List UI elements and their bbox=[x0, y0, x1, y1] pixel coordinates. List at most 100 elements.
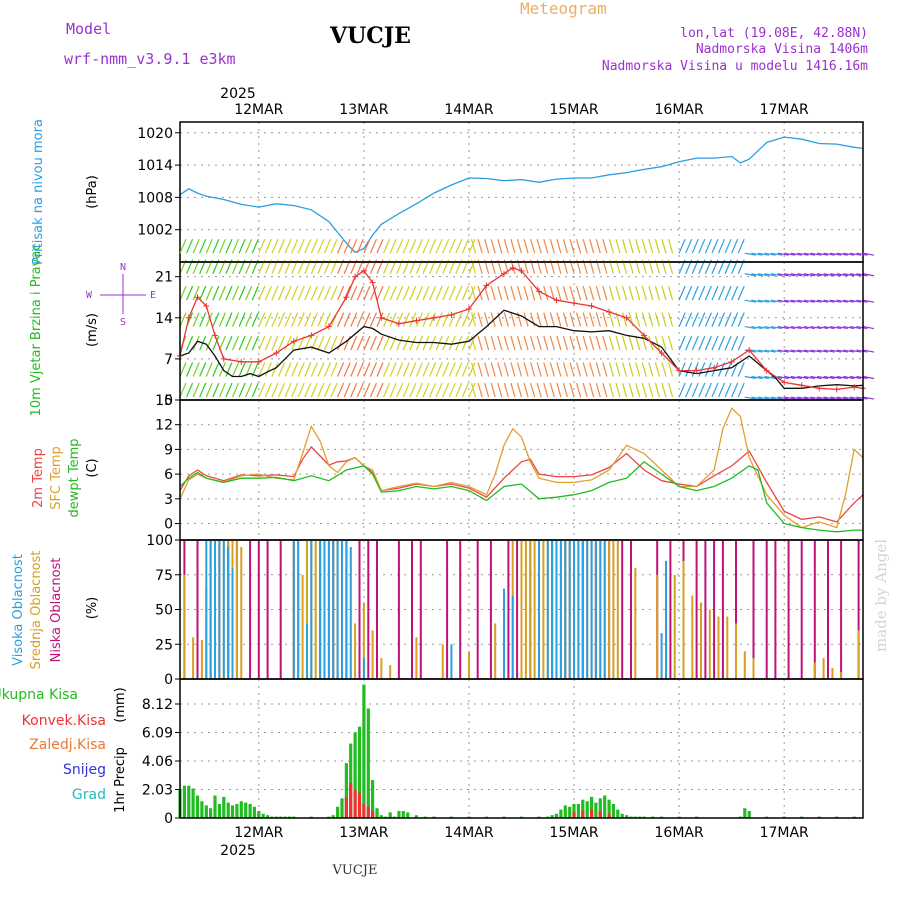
clouds-bar-visoka bbox=[362, 658, 365, 679]
wind-arrow bbox=[284, 312, 292, 327]
wind-arrow bbox=[856, 326, 868, 330]
clouds-bar-visoka bbox=[336, 540, 339, 679]
wind-arrow bbox=[843, 299, 855, 303]
clouds-bar-visoka bbox=[209, 540, 212, 679]
clouds-bar-visoka bbox=[511, 595, 514, 679]
wind-arrow bbox=[435, 362, 443, 377]
precip-bar-ukupna-kisa bbox=[620, 813, 624, 818]
wind-arrow bbox=[523, 312, 529, 327]
wind-arrow bbox=[536, 335, 542, 351]
wind-arrow bbox=[777, 349, 789, 353]
wind-arrow bbox=[297, 312, 305, 327]
clouds-bar-srednja bbox=[542, 540, 545, 679]
clouds-bar-visoka bbox=[341, 540, 343, 679]
clouds-bar-visoka bbox=[297, 540, 300, 679]
wind-arrow bbox=[549, 382, 555, 398]
wind-arrow bbox=[330, 238, 338, 254]
wind-arrow bbox=[615, 382, 621, 398]
wind-arrow bbox=[641, 382, 647, 398]
wind-arrow bbox=[582, 312, 588, 327]
wind-arrow bbox=[422, 285, 430, 301]
wind-arrow bbox=[468, 335, 476, 351]
legend-total-rain: Ukupna Kisa bbox=[0, 687, 78, 703]
wind-arrow bbox=[205, 382, 213, 398]
wind-arrow bbox=[284, 238, 292, 254]
wind-arrow bbox=[790, 299, 802, 303]
wind-arrow bbox=[803, 299, 816, 303]
wind-arrow bbox=[284, 362, 292, 377]
wind-arrow bbox=[343, 285, 351, 301]
wind-arrow bbox=[448, 285, 456, 301]
wind-arrow bbox=[731, 382, 739, 398]
wind-arrow bbox=[595, 382, 601, 398]
wind-arrow bbox=[369, 335, 378, 351]
precip-bar-ukupna-kisa bbox=[195, 795, 200, 818]
wind-arrow bbox=[691, 238, 699, 254]
precip-bar-konvek-kisa bbox=[607, 813, 611, 818]
wind-arrow bbox=[648, 362, 654, 377]
wind-arrow bbox=[757, 252, 770, 256]
wind-arrow bbox=[218, 285, 226, 301]
wind-arrow bbox=[744, 299, 756, 303]
footer-location: VUCJE bbox=[332, 863, 378, 878]
clouds-bar-srednja bbox=[389, 665, 392, 679]
wind-arrow bbox=[258, 335, 266, 351]
wind-arrow bbox=[856, 349, 868, 353]
wind-arrow bbox=[323, 382, 332, 398]
bottom-year-label: 2025 bbox=[220, 843, 256, 859]
wind-arrow bbox=[770, 252, 783, 256]
wind-arrow bbox=[790, 326, 802, 330]
wind-frame bbox=[179, 261, 864, 401]
clouds-bar-srednja bbox=[183, 574, 186, 680]
wind-arrow bbox=[803, 375, 816, 380]
wind-arrow bbox=[543, 312, 549, 327]
wind-arrow bbox=[777, 326, 789, 330]
wind-arrow bbox=[724, 238, 732, 254]
clouds-bar-srednja bbox=[752, 658, 755, 679]
wind-arrow bbox=[271, 382, 279, 398]
wind-arrow bbox=[698, 285, 706, 301]
wind-arrow bbox=[264, 362, 272, 377]
wind-arrow bbox=[245, 312, 253, 327]
pressure-frame bbox=[179, 121, 864, 263]
precip-bar-konvek-kisa bbox=[371, 811, 375, 818]
wind-arrow bbox=[409, 335, 417, 351]
wind-arrow bbox=[737, 285, 745, 301]
wind-arrow bbox=[415, 362, 423, 377]
wind-arrow bbox=[468, 312, 476, 327]
high-cloud-ylabel: Visoka Oblacnost bbox=[11, 554, 26, 666]
wind-arrow bbox=[661, 362, 667, 377]
wind-arrow bbox=[484, 286, 490, 301]
precip-bar-ukupna-kisa bbox=[182, 785, 186, 818]
wind-arrow bbox=[442, 238, 450, 254]
wind-arrow bbox=[810, 396, 822, 400]
clouds-bar-niska bbox=[411, 540, 413, 679]
precip-bar-ukupna-kisa bbox=[572, 804, 576, 818]
wind-arrow bbox=[402, 335, 410, 351]
wind-arrow bbox=[258, 312, 266, 327]
wind-arrow bbox=[549, 362, 555, 377]
wind-arrow bbox=[654, 335, 660, 351]
wind-arrow bbox=[582, 286, 588, 301]
wind-arrow bbox=[562, 286, 569, 301]
watermark: made by Angel bbox=[872, 539, 890, 652]
wind-arrow bbox=[448, 238, 456, 254]
wind-arrow bbox=[751, 252, 763, 256]
wind-arrow bbox=[790, 273, 802, 277]
wind-arrow bbox=[277, 362, 286, 377]
wind-arrow bbox=[849, 326, 861, 330]
wind-arrow bbox=[536, 312, 542, 327]
pressure-ytick-label: 1020 bbox=[137, 126, 173, 142]
wind-arrow bbox=[317, 285, 325, 301]
wind-arrow bbox=[856, 273, 868, 277]
wind-arrow bbox=[468, 382, 476, 398]
wind-arrow bbox=[691, 285, 699, 301]
wind-arrow bbox=[678, 382, 686, 398]
wind-arrow bbox=[704, 382, 712, 398]
wind-arrow bbox=[843, 375, 855, 380]
wind-arrow bbox=[724, 312, 732, 327]
wind-arrow bbox=[461, 312, 469, 327]
clouds-bar-niska bbox=[840, 540, 843, 679]
wind-arrow bbox=[628, 362, 634, 377]
